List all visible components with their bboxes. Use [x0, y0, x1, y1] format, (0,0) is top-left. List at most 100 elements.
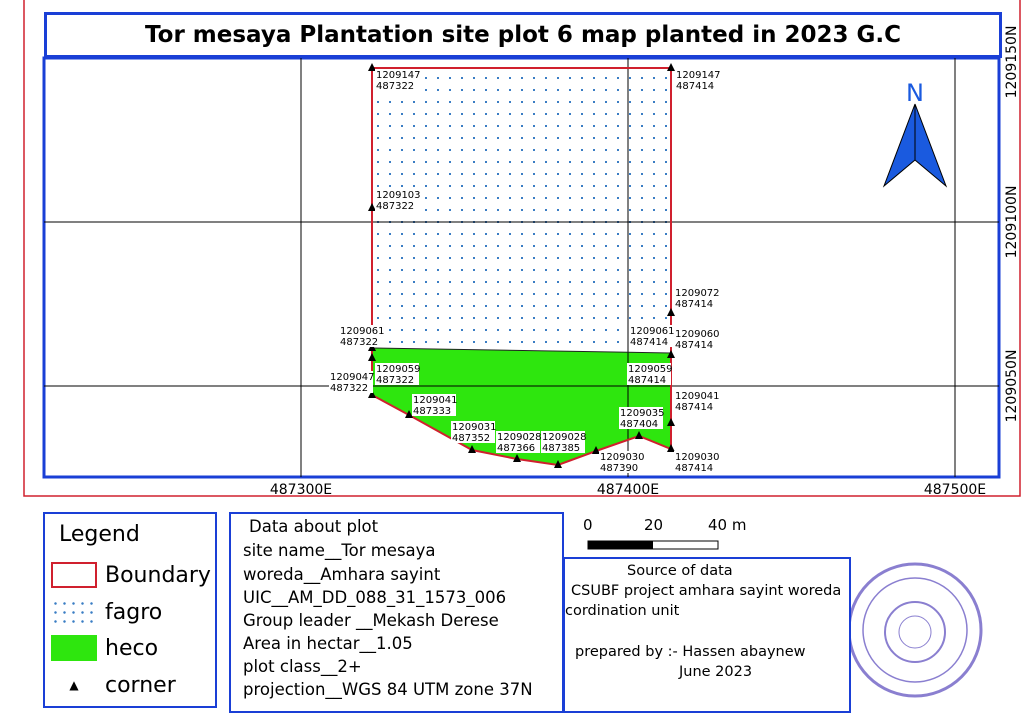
- plot-info-line: woreda__Amhara sayint: [243, 565, 441, 584]
- label-halo: [675, 69, 719, 91]
- grid-y-labels: 1209150N 1209100N 1209050N: [1004, 26, 1020, 423]
- label-halo: [629, 325, 673, 347]
- grid-y-label: 1209050N: [1004, 350, 1020, 423]
- scale-label: 20: [644, 516, 664, 534]
- plot-info-line: Group leader __Mekash Derese: [243, 611, 499, 630]
- boundary-swatch: [51, 562, 97, 588]
- corner-coordinate-label: 1209061 487322: [340, 326, 385, 348]
- legend-label: fagro: [105, 599, 163, 625]
- plot-info-panel: Data about plot site name__Tor mesaya wo…: [229, 512, 564, 713]
- corner-marker: [368, 63, 376, 71]
- label-halo: [451, 421, 495, 443]
- prepared-by: prepared by :- Hassen abaynew: [575, 644, 806, 660]
- corner-coordinate-label: 1209035 487404: [620, 408, 665, 430]
- scale-bar: [587, 540, 719, 550]
- corner-coordinate-label: 1209061 487414: [630, 326, 675, 348]
- label-halo: [496, 431, 540, 453]
- plot-info-line: Area in hectar__1.05: [243, 634, 413, 653]
- corner-coordinate-label: 1209072 487414: [675, 288, 720, 310]
- corner-marker: [667, 63, 675, 71]
- heco-swatch: [51, 635, 97, 661]
- corner-marker: [592, 446, 600, 454]
- label-halo: [674, 328, 718, 350]
- legend-item-fagro: fagro: [51, 599, 162, 625]
- legend-title: Legend: [59, 522, 140, 547]
- corner-coordinate-label: 1209041 487333: [413, 395, 458, 417]
- label-halo: [599, 451, 643, 473]
- corner-marker: [667, 350, 675, 358]
- label-halo: [627, 363, 671, 385]
- corner-marker: [513, 454, 521, 462]
- grid-x-labels: 487300E 487400E 487500E: [270, 482, 986, 498]
- label-halo: [619, 407, 663, 429]
- grid-y-label: 1209150N: [1004, 26, 1020, 99]
- corner-coordinate-label: 1209028 487366: [497, 432, 542, 454]
- outer-red-border: [23, 0, 1021, 497]
- scale-label: 0: [583, 516, 593, 534]
- fagro-swatch: [51, 599, 97, 625]
- plot-info-line: UIC__AM_DD_088_31_1573_006: [243, 588, 507, 607]
- corner-coordinate-label: 1209059 487414: [628, 364, 673, 386]
- corner-coordinate-label: 1209028 487385: [542, 432, 587, 454]
- label-halo: [375, 189, 419, 211]
- boundary-line: [371, 67, 672, 467]
- corner-marker: [368, 203, 376, 211]
- corner-coordinate-label: 1209030 487414: [675, 452, 720, 474]
- plot-info-line: site name__Tor mesaya: [243, 541, 436, 560]
- corner-marker: [667, 444, 675, 452]
- corner-marker: [635, 431, 643, 439]
- grid-x-label: 487400E: [597, 482, 659, 498]
- plot-info-line: Data about plot: [249, 517, 379, 536]
- north-label: N: [906, 79, 924, 107]
- corner-coordinate-label: 1209059 487322: [376, 364, 421, 386]
- corner-marker: [368, 353, 376, 361]
- label-halo: [674, 390, 718, 412]
- label-halo: [674, 287, 718, 309]
- plot-info-line: plot class__2+: [243, 657, 362, 676]
- label-halo: [674, 451, 718, 473]
- north-arrow-icon: N: [882, 79, 948, 188]
- official-stamp: [847, 562, 983, 698]
- scale-label: 40 m: [708, 516, 747, 534]
- grid-x-label: 487500E: [924, 482, 986, 498]
- corner-coordinate-label: 1209103 487322: [376, 190, 421, 212]
- legend-panel: Legend Boundary fagro heco ▲ corner: [43, 512, 217, 708]
- corner-marker: [667, 418, 675, 426]
- source-title: Source of data: [627, 563, 733, 579]
- label-halo: [541, 431, 585, 453]
- fagro-area: [372, 68, 671, 353]
- legend-item-boundary: Boundary: [51, 562, 211, 588]
- corner-marker: [468, 445, 476, 453]
- grid-x-label: 487300E: [270, 482, 332, 498]
- grid-y-label: 1209100N: [1004, 186, 1020, 259]
- legend-label: Boundary: [105, 562, 211, 588]
- source-line: CSUBF project amhara sayint woreda: [571, 583, 842, 599]
- legend-item-corner: ▲ corner: [51, 672, 176, 698]
- corner-coordinate-label: 1209147 487414: [676, 70, 721, 92]
- source-panel: Source of data CSUBF project amhara sayi…: [563, 557, 851, 713]
- scale-labels: 0 20 40 m: [580, 516, 760, 556]
- corner-coordinate-label: 1209047 487322: [330, 372, 375, 394]
- corner-coordinate-label: 1209041 487414: [675, 391, 720, 413]
- label-halo: [339, 325, 383, 347]
- legend-item-heco: heco: [51, 635, 158, 661]
- corner-coordinate-label: 1209147 487322: [376, 70, 421, 92]
- legend-label: corner: [105, 672, 176, 698]
- corner-marker: [554, 460, 562, 468]
- prepared-date: June 2023: [679, 664, 753, 680]
- inner-division-line: [371, 347, 672, 354]
- corner-marker: [368, 390, 376, 398]
- corner-coordinate-label: 1209030 487390: [600, 452, 645, 474]
- corner-marker: [405, 410, 413, 418]
- source-line: cordination unit: [565, 603, 680, 619]
- label-halo: [329, 371, 373, 393]
- corner-triangle-icon: ▲: [69, 678, 79, 692]
- label-halo: [375, 69, 419, 91]
- corner-coordinate-label: 1209031 487352: [452, 422, 497, 444]
- corner-coordinate-label: 1209060 487414: [675, 329, 720, 351]
- label-halo: [375, 363, 419, 385]
- corner-marker: [667, 308, 675, 316]
- plot-info-line: projection__WGS 84 UTM zone 37N: [243, 680, 533, 699]
- label-halo: [412, 394, 456, 416]
